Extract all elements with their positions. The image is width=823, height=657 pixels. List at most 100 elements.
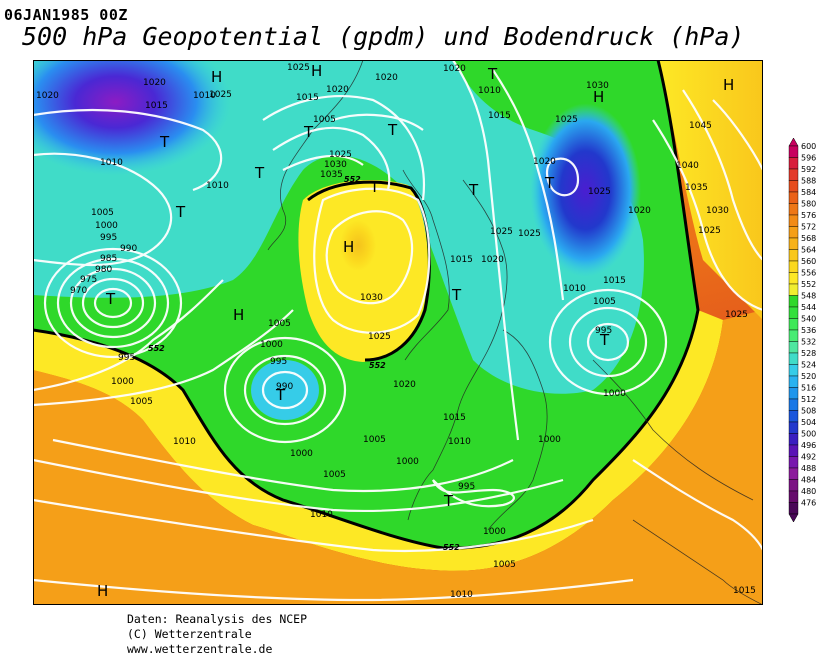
isobar-label: 1015 [145, 101, 168, 111]
legend-swatch [788, 145, 799, 158]
legend-swatch [788, 479, 799, 492]
isobar-label: 1025 [698, 226, 721, 236]
legend-label: 584 [801, 188, 816, 197]
isobar-label: 1010 [563, 284, 586, 294]
legend-label: 524 [801, 361, 816, 370]
legend-swatch [788, 191, 799, 204]
legend-label: 592 [801, 165, 816, 174]
legend-swatch [788, 444, 799, 457]
low-marker: T [303, 123, 314, 141]
isobar-label: 1015 [443, 413, 466, 423]
legend-label: 528 [801, 349, 816, 358]
isobar-label: 970 [70, 286, 87, 296]
legend-label: 556 [801, 269, 816, 278]
isobar-label: 1000 [483, 527, 506, 537]
isobar-label: 1000 [260, 340, 283, 350]
legend-label: 520 [801, 372, 816, 381]
legend-label: 568 [801, 234, 816, 243]
legend-swatch [788, 203, 799, 216]
high-marker: H [233, 306, 244, 324]
isobar-label: 1010 [310, 510, 333, 520]
isobar-label: 1025 [329, 150, 352, 160]
isobar-label: 1015 [733, 586, 756, 596]
isobar-label: 990 [120, 244, 137, 254]
legend-label: 588 [801, 177, 816, 186]
isobar-label: 1005 [268, 319, 291, 329]
legend-label: 476 [801, 499, 816, 508]
isobar-label: 1020 [326, 85, 349, 95]
legend-label: 492 [801, 453, 816, 462]
legend-label: 548 [801, 292, 816, 301]
legend-label: 564 [801, 246, 816, 255]
low-marker: T [254, 164, 265, 182]
weather-map: 1020 1015 1010 1010 1005 1000 995 990 98… [33, 60, 763, 605]
isobar-label: 1020 [375, 73, 398, 83]
isobar-label: 1025 [490, 227, 513, 237]
legend-swatch [788, 410, 799, 423]
isobar-label: 1000 [95, 221, 118, 231]
contour-label: 552 [344, 175, 361, 184]
legend-swatch [788, 283, 799, 296]
isobar-label: 1015 [488, 111, 511, 121]
legend-swatch [788, 306, 799, 319]
isobar-label: 1035 [320, 170, 343, 180]
credits-url[interactable]: www.wetterzentrale.de [127, 642, 273, 656]
isobar-label: 1040 [676, 161, 699, 171]
legend-swatch [788, 157, 799, 170]
chart-title: 500 hPa Geopotential (gpdm) und Bodendru… [22, 22, 745, 51]
isobar-label: 1045 [689, 121, 712, 131]
legend-swatch [788, 375, 799, 388]
atlantic-low-core [251, 360, 319, 420]
isobar-label: 985 [100, 254, 117, 264]
isobar-label: 1025 [725, 310, 748, 320]
isobar-label: 1025 [209, 90, 232, 100]
low-marker: T [387, 121, 398, 139]
isobar-label: 1030 [360, 293, 383, 303]
low-marker: T [544, 174, 555, 192]
isobar-label: 1010 [206, 181, 229, 191]
isobar-label: 1025 [588, 187, 611, 197]
legend-swatch [788, 456, 799, 469]
legend-swatch [788, 364, 799, 377]
color-legend: 600 596 592 588 584 580 576 572 568 564 560 556 552 5… [788, 138, 816, 523]
isobar-label-group: 1020 1015 1010 1010 1005 1000 995 990 98… [36, 63, 756, 600]
legend-swatch [788, 318, 799, 331]
yellow-rim [33, 310, 723, 571]
isobar-label: 1025 [518, 229, 541, 239]
high-marker: H [311, 62, 322, 80]
legend-swatch [788, 226, 799, 239]
legend-label: 480 [801, 487, 816, 496]
low-marker: T [175, 203, 186, 221]
isobar-label: 1005 [91, 208, 114, 218]
legend-label: 516 [801, 384, 816, 393]
isobar-label: 1005 [323, 470, 346, 480]
legend-swatch [788, 260, 799, 273]
legend-swatch [788, 168, 799, 181]
isobar-label: 1015 [450, 255, 473, 265]
isobar-label: 1020 [393, 380, 416, 390]
pressure-system-group: H H H H H H H T T T T T T T T T T T T T … [97, 62, 734, 600]
isobar-label: 1030 [586, 81, 609, 91]
map-frame [33, 60, 763, 605]
isobar-label: 990 [276, 382, 293, 392]
legend-label: 504 [801, 418, 816, 427]
credits-copyright: (C) Wetterzentrale [127, 627, 252, 641]
isobar-label: 1005 [593, 297, 616, 307]
low-marker: T [443, 492, 454, 510]
low-marker: T [451, 286, 462, 304]
isobar-label: 1015 [603, 276, 626, 286]
east-ridge [658, 60, 763, 320]
legend-label: 572 [801, 223, 816, 232]
isobar-label: 1010 [173, 437, 196, 447]
legend-label: 580 [801, 200, 816, 209]
isobar-label: 1000 [538, 435, 561, 445]
isobar-label: 1025 [287, 63, 310, 73]
isobar-label: 1000 [396, 457, 419, 467]
legend-swatch [788, 352, 799, 365]
legend-swatch [788, 502, 799, 515]
isobar-label: 1020 [443, 64, 466, 74]
isobar-label: 975 [80, 275, 97, 285]
isobar-label: 995 [458, 482, 475, 492]
isobar-label: 1025 [368, 332, 391, 342]
high-marker: H [723, 76, 734, 94]
